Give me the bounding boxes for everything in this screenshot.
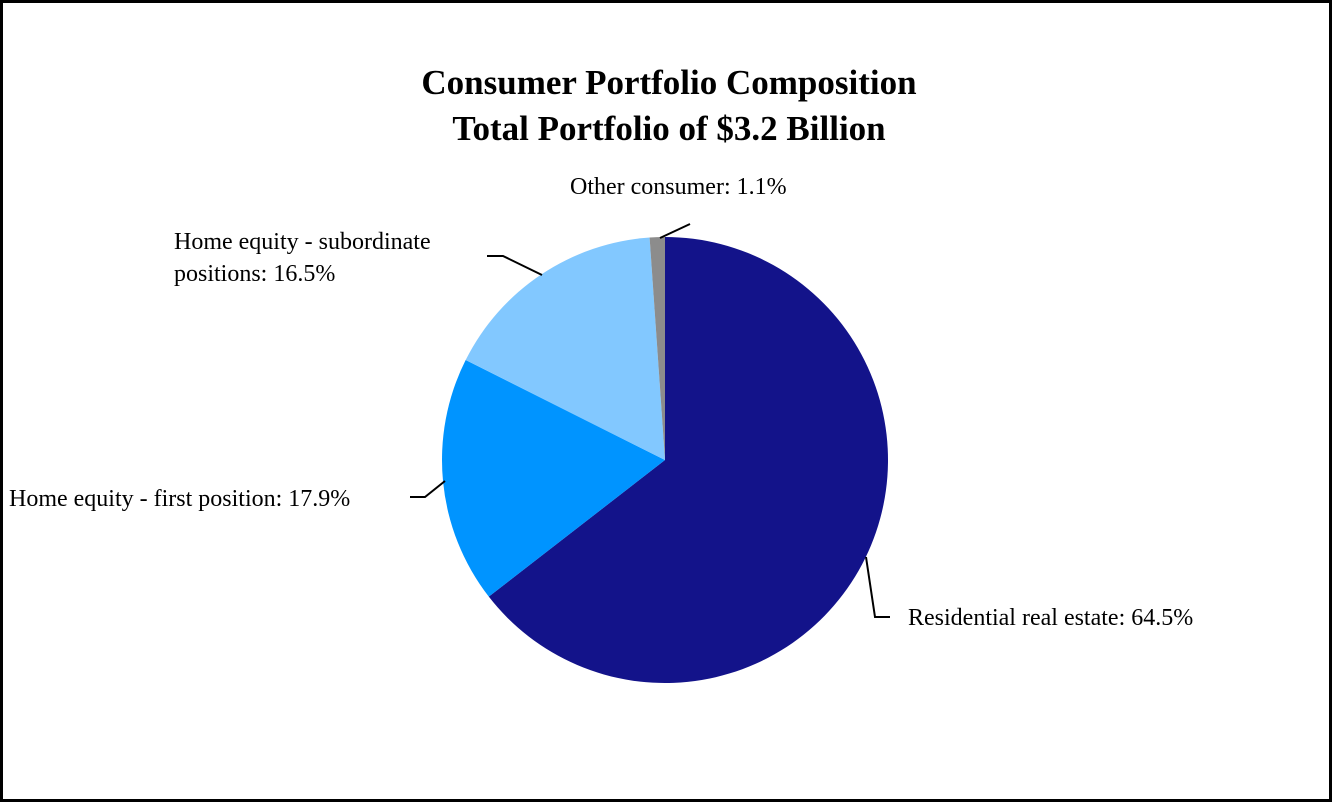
leader-line-subordinate [487,255,543,276]
slice-label-residential: Residential real estate: 64.5% [908,605,1193,631]
chart-title-line-2: Total Portfolio of $3.2 Billion [452,109,886,148]
slice-label-subordinate-line-1: Home equity - subordinate [174,229,431,255]
leader-line-other [659,223,691,239]
chart-title-line-1: Consumer Portfolio Composition [421,63,917,102]
pie-slice-other [649,237,665,460]
pie-slice-first-position [441,360,665,597]
slice-label-subordinate-line-2: positions: 16.5% [174,261,335,287]
leader-line-first-position [410,480,446,498]
pie-slice-subordinate [465,237,665,460]
pie-slices [441,236,889,683]
pie-slice-residential [488,236,889,683]
leader-line-residential [865,556,890,618]
slice-label-first-position: Home equity - first position: 17.9% [9,486,350,512]
slice-label-other: Other consumer: 1.1% [570,174,787,200]
